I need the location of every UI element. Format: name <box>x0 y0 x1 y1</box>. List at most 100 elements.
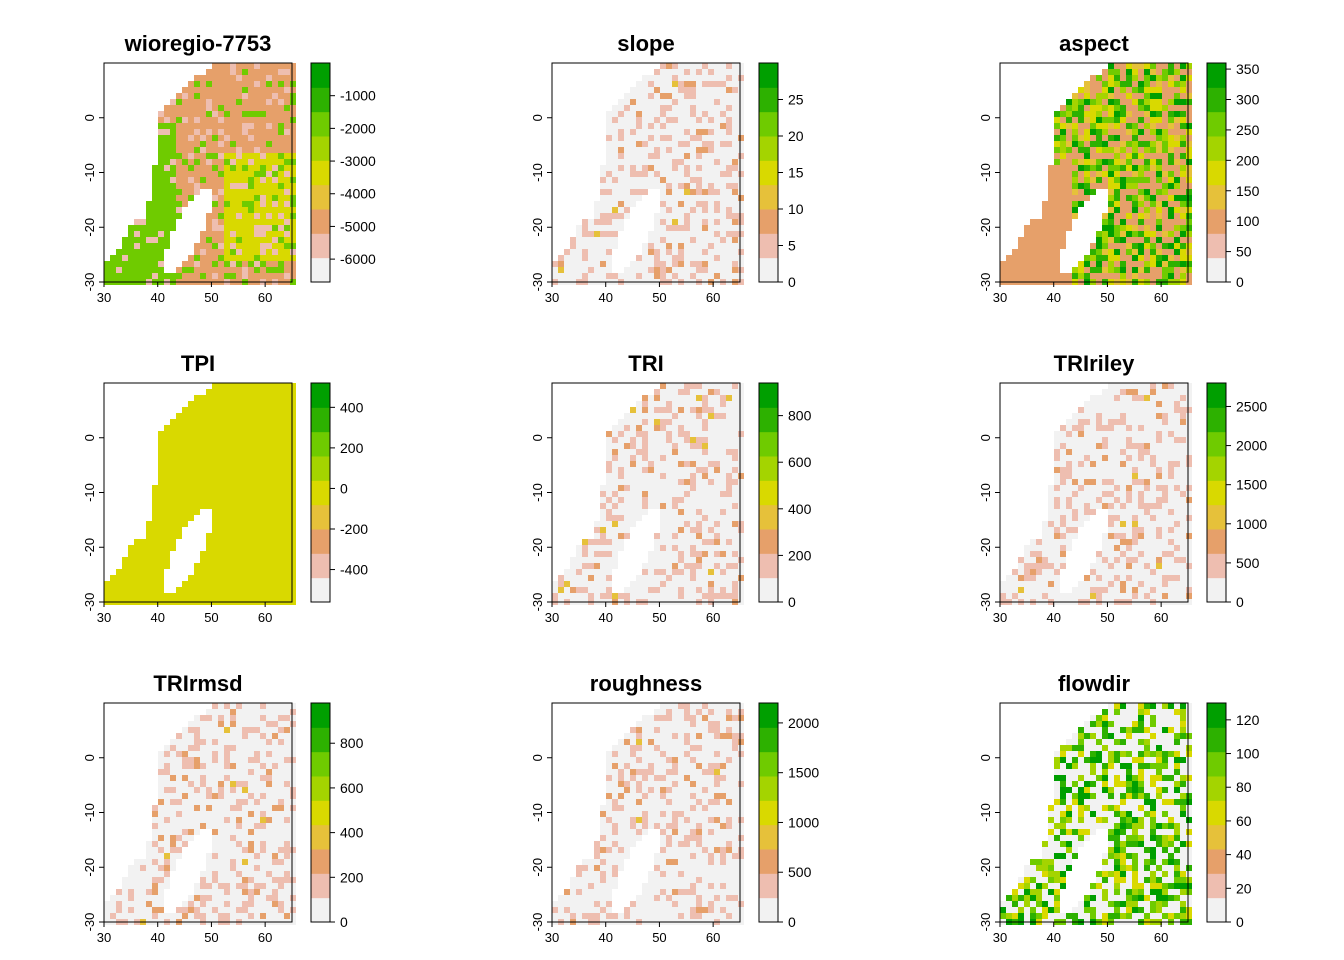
raster-cell <box>594 243 600 249</box>
raster-cell <box>176 485 182 491</box>
raster-cell <box>1168 491 1174 497</box>
legend-swatch <box>759 529 778 554</box>
raster-cell <box>1120 165 1126 171</box>
raster-cell <box>1180 485 1186 491</box>
raster-cell <box>164 111 170 117</box>
raster-cell <box>278 123 284 129</box>
raster-cell <box>732 449 738 455</box>
raster-cell <box>636 461 642 467</box>
raster-cell <box>1186 395 1192 401</box>
raster-cell <box>1186 431 1192 437</box>
raster-cell <box>140 545 146 551</box>
raster-cell <box>672 213 678 219</box>
raster-cell <box>218 545 224 551</box>
raster-cell <box>1156 401 1162 407</box>
raster-cell <box>702 563 708 569</box>
raster-cell <box>630 491 636 497</box>
raster-cell <box>122 249 128 255</box>
raster-cell <box>708 581 714 587</box>
raster-cell <box>1156 461 1162 467</box>
raster-cell <box>284 545 290 551</box>
raster-cell <box>1084 491 1090 497</box>
raster-cell <box>254 407 260 413</box>
raster-cell <box>1054 431 1060 437</box>
raster-cell <box>738 539 744 545</box>
raster-cell <box>624 461 630 467</box>
raster-cell <box>206 413 212 419</box>
raster-cell <box>1102 129 1108 135</box>
raster-cell <box>176 587 182 593</box>
raster-cell <box>1138 207 1144 213</box>
raster-cell <box>1174 407 1180 413</box>
raster-cell <box>1078 449 1084 455</box>
raster-cell <box>690 237 696 243</box>
raster-cell <box>1186 249 1192 255</box>
raster-cell <box>720 401 726 407</box>
raster-cell <box>1132 99 1138 105</box>
raster-cell <box>260 521 266 527</box>
raster-cell <box>702 87 708 93</box>
raster-cell <box>1108 171 1114 177</box>
raster-cell <box>684 159 690 165</box>
raster-cell <box>248 87 254 93</box>
raster-cell <box>1054 129 1060 135</box>
raster-cell <box>660 225 666 231</box>
raster-cell <box>1048 509 1054 515</box>
raster-cell <box>1078 437 1084 443</box>
raster-cell <box>702 75 708 81</box>
raster-cell <box>594 213 600 219</box>
legend-swatch <box>1207 184 1226 210</box>
raster-cell <box>696 473 702 479</box>
raster-cell <box>1072 461 1078 467</box>
raster-cell <box>726 165 732 171</box>
raster-cell <box>284 213 290 219</box>
raster-cell <box>678 165 684 171</box>
raster-cell <box>636 455 642 461</box>
raster-cell <box>630 425 636 431</box>
raster-cell <box>1180 407 1186 413</box>
raster-cell <box>158 165 164 171</box>
raster-cell <box>212 255 218 261</box>
raster-cell <box>1084 431 1090 437</box>
raster-cell <box>1108 503 1114 509</box>
x-tick-label: 40 <box>1046 290 1060 305</box>
raster-cell <box>224 497 230 503</box>
raster-cell <box>612 545 618 551</box>
raster-cell <box>242 243 248 249</box>
raster-cell <box>1078 87 1084 93</box>
raster-cell <box>612 467 618 473</box>
raster-cell <box>1162 485 1168 491</box>
raster-cell <box>1156 105 1162 111</box>
raster-cell <box>636 195 642 201</box>
raster-cell <box>630 407 636 413</box>
raster-cell <box>726 123 732 129</box>
raster-cell <box>672 443 678 449</box>
raster-cell <box>1150 533 1156 539</box>
raster-cell <box>224 569 230 575</box>
raster-cell <box>1078 467 1084 473</box>
raster-cell <box>678 231 684 237</box>
raster-cell <box>248 195 254 201</box>
raster-cell <box>606 581 612 587</box>
raster-cell <box>678 147 684 153</box>
raster-cell <box>212 249 218 255</box>
raster-cell <box>200 473 206 479</box>
raster-cell <box>1186 81 1192 87</box>
raster-cell <box>642 413 648 419</box>
raster-cell <box>648 135 654 141</box>
raster-cell <box>1180 431 1186 437</box>
raster-cell <box>666 593 672 599</box>
raster-cell <box>720 389 726 395</box>
raster-cell <box>1144 183 1150 189</box>
raster-cell <box>1150 99 1156 105</box>
raster-cell <box>654 587 660 593</box>
raster-cell <box>254 183 260 189</box>
raster-cell <box>1048 219 1054 225</box>
raster-cell <box>1108 93 1114 99</box>
raster-cell <box>720 419 726 425</box>
panel-title: slope <box>617 31 674 56</box>
legend-swatch <box>311 529 330 554</box>
raster-cell <box>236 407 242 413</box>
raster-cell <box>1150 183 1156 189</box>
raster-cell <box>272 255 278 261</box>
